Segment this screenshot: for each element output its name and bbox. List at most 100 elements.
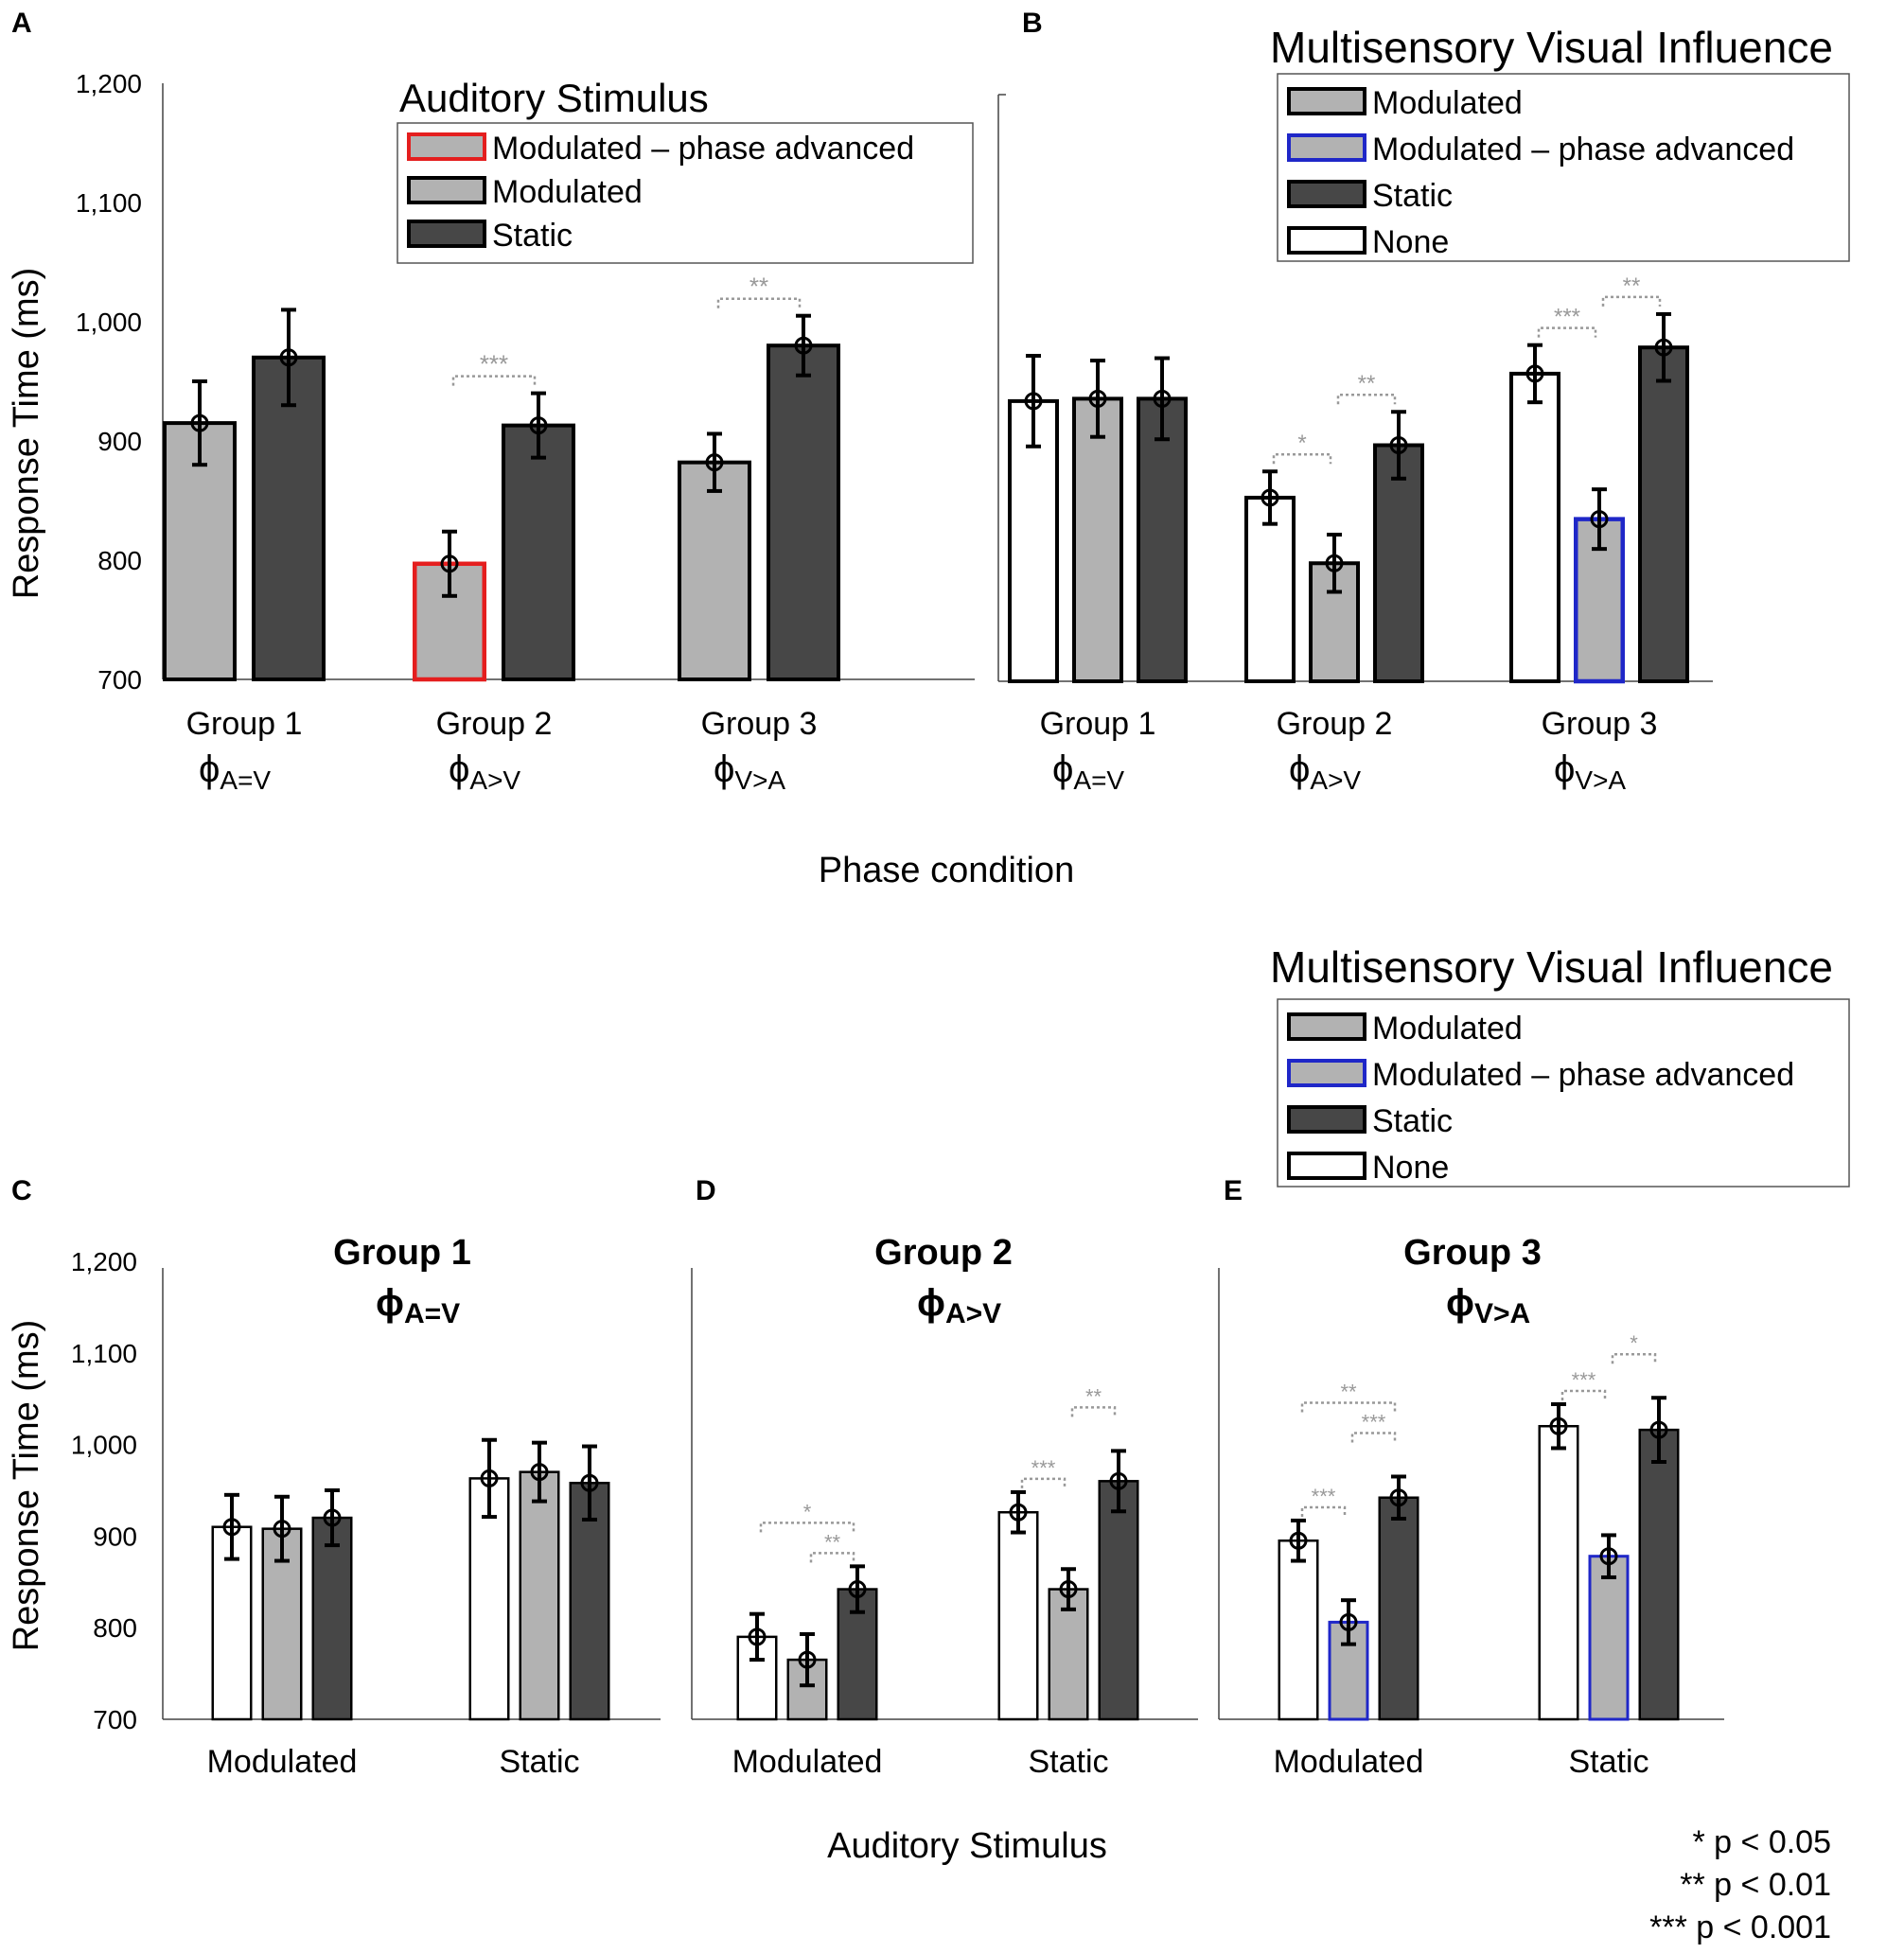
- significance-stars: **: [1340, 1380, 1357, 1403]
- legend-box: [397, 122, 974, 264]
- mean-marker: [1088, 389, 1107, 408]
- plots-layer: 700 800 900 1,000 1,100 1,200 Group 1 ϕA=V Group…: [71, 69, 1724, 1780]
- significance-stars: **: [749, 273, 768, 301]
- panel-c: 700 800 900 1,000 1,100 1,200 Group 1 ϕA=V Modul…: [71, 1233, 661, 1780]
- legend-auditory: Auditory Stimulus Modulated – phase advan…: [397, 76, 974, 264]
- mean-marker: [190, 413, 209, 432]
- x-axis-title-bottom: Auditory Stimulus: [827, 1826, 1107, 1866]
- significance-stars: **: [1358, 371, 1376, 396]
- group-phase-label: ϕA>V: [1289, 748, 1361, 795]
- group-phase-label: ϕA>V: [449, 748, 520, 795]
- legend-swatch: [1287, 1059, 1366, 1087]
- y-tick-label: 900: [97, 427, 142, 456]
- pvalue-key-3: *** p < 0.001: [1649, 1909, 1831, 1945]
- mean-marker: [273, 1520, 291, 1539]
- legend-item-label: Modulated: [1372, 85, 1523, 121]
- pvalue-key-1: * p < 0.05: [1692, 1824, 1831, 1860]
- legend-swatch: [407, 176, 486, 204]
- panel-label-e: E: [1224, 1175, 1243, 1206]
- y-axis-title-bottom: Response Time (ms): [7, 1320, 46, 1652]
- bar: [1538, 1424, 1579, 1721]
- significance-bracket: [1336, 393, 1397, 405]
- significance-stars: ***: [480, 350, 508, 378]
- significance-bracket: [1070, 1406, 1117, 1417]
- significance-bracket: [1537, 326, 1597, 338]
- group-label: Group 2: [1277, 706, 1393, 742]
- legend-title: Auditory Stimulus: [399, 76, 709, 120]
- bar: [311, 1516, 353, 1721]
- group-phase-label: ϕA=V: [199, 748, 271, 795]
- panel-phase-label: ϕA>V: [917, 1282, 1001, 1329]
- legend-swatch: [1287, 226, 1366, 255]
- legend-box: [1277, 73, 1850, 262]
- legend-item-label: Modulated – phase advanced: [1372, 132, 1794, 167]
- significance-stars: ***: [1572, 1368, 1596, 1392]
- legend-item-label: Modulated – phase advanced: [1372, 1057, 1794, 1093]
- mean-marker: [480, 1469, 499, 1487]
- mean-marker: [748, 1628, 767, 1646]
- bar: [1509, 371, 1560, 683]
- x-axis-title-top: Phase condition: [819, 851, 1074, 890]
- y-tick-label: 900: [93, 1522, 137, 1551]
- mean-marker: [1109, 1471, 1128, 1490]
- mean-marker: [1590, 510, 1609, 529]
- legend-item-label: Modulated: [492, 174, 643, 210]
- legend-visual-top: Multisensory Visual Influence Modulated Mo…: [1270, 23, 1850, 262]
- y-tick-label: 800: [93, 1613, 137, 1643]
- mean-marker: [1261, 488, 1279, 507]
- y-tick-label: 1,100: [76, 188, 142, 218]
- bar: [1638, 1428, 1680, 1721]
- panel-label-d: D: [696, 1175, 716, 1206]
- significance-bracket: [1560, 1389, 1607, 1401]
- significance-stars: ***: [1362, 1410, 1386, 1434]
- bar: [252, 355, 326, 681]
- panel-title: Group 3: [1403, 1233, 1542, 1273]
- legend-swatch: [1287, 1105, 1366, 1134]
- legend-item-label: Static: [1372, 1103, 1453, 1139]
- legend-swatch: [407, 220, 486, 248]
- legend-item-label: Modulated: [1372, 1011, 1523, 1047]
- bar: [1638, 345, 1689, 683]
- bar: [1098, 1480, 1139, 1721]
- legend-swatch: [407, 132, 486, 161]
- group-label: Group 2: [436, 706, 553, 742]
- group-label: Static: [499, 1744, 579, 1780]
- significance-stars: **: [1623, 273, 1641, 299]
- mean-marker: [1389, 436, 1408, 455]
- significance-bracket: [1300, 1505, 1347, 1517]
- significance-stars: ***: [1312, 1485, 1336, 1508]
- y-tick-label: 1,000: [71, 1431, 137, 1460]
- bar: [1244, 495, 1296, 684]
- significance-bracket: [1020, 1477, 1067, 1488]
- legend-item-label: None: [1372, 224, 1449, 260]
- y-tick-label: 700: [97, 665, 142, 695]
- group-label: Modulated: [1274, 1744, 1424, 1780]
- mean-marker: [1525, 364, 1544, 383]
- mean-marker: [1649, 1420, 1668, 1439]
- mean-marker: [222, 1518, 241, 1537]
- group-phase-label: ϕV>A: [1554, 748, 1626, 795]
- bar: [786, 1658, 828, 1721]
- mean-marker: [279, 348, 298, 367]
- legend-swatch: [1287, 180, 1366, 208]
- legend-swatch: [1287, 133, 1366, 162]
- y-tick-label: 1,100: [71, 1339, 137, 1368]
- bar: [519, 1470, 560, 1721]
- group-label: Group 3: [701, 706, 818, 742]
- mean-marker: [1389, 1488, 1408, 1507]
- significance-stars: **: [1085, 1384, 1102, 1408]
- y-axis-title-top: Response Time (ms): [7, 268, 46, 600]
- group-label: Group 1: [186, 706, 303, 742]
- panel-title: Group 1: [333, 1233, 471, 1273]
- legend-title: Multisensory Visual Influence: [1270, 942, 1833, 992]
- bar: [1137, 396, 1188, 683]
- legend-item-label: Static: [492, 218, 573, 254]
- significance-stars: ***: [1554, 305, 1580, 330]
- significance-stars: ***: [1031, 1456, 1056, 1480]
- group-label: Static: [1568, 1744, 1648, 1780]
- panel-phase-label: ϕA=V: [376, 1282, 460, 1329]
- bar: [1588, 1555, 1630, 1721]
- mean-marker: [794, 336, 813, 355]
